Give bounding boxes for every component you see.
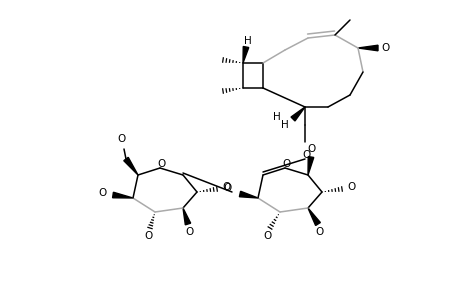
Polygon shape <box>308 208 319 226</box>
Text: O: O <box>263 231 272 241</box>
Text: O: O <box>145 231 153 241</box>
Text: O: O <box>307 144 315 154</box>
Text: H: H <box>244 36 252 46</box>
Text: O: O <box>157 159 166 169</box>
Polygon shape <box>112 192 133 198</box>
Polygon shape <box>123 157 138 175</box>
Text: O: O <box>381 43 389 53</box>
Polygon shape <box>291 107 304 121</box>
Text: O: O <box>224 183 232 193</box>
Text: H: H <box>273 112 280 122</box>
Text: O: O <box>118 134 126 144</box>
Text: O: O <box>223 182 230 192</box>
Text: O: O <box>347 182 355 192</box>
Text: O: O <box>315 227 324 237</box>
Polygon shape <box>242 46 248 63</box>
Text: O: O <box>185 227 194 237</box>
Polygon shape <box>239 191 257 198</box>
Text: O: O <box>302 150 310 160</box>
Polygon shape <box>183 208 190 225</box>
Polygon shape <box>308 157 313 175</box>
Text: H: H <box>280 120 288 130</box>
Text: O: O <box>282 159 291 169</box>
Text: O: O <box>99 188 107 198</box>
Polygon shape <box>357 45 377 51</box>
